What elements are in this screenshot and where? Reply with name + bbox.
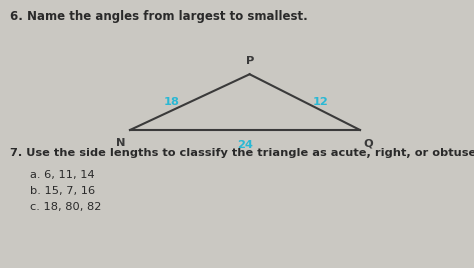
Text: b. 15, 7, 16: b. 15, 7, 16: [30, 186, 95, 196]
Text: P: P: [246, 56, 255, 66]
Text: a. 6, 11, 14: a. 6, 11, 14: [30, 170, 95, 180]
Text: Q: Q: [363, 138, 373, 148]
Text: 7. Use the side lengths to classify the triangle as acute, right, or obtuse.: 7. Use the side lengths to classify the …: [10, 148, 474, 158]
Text: c. 18, 80, 82: c. 18, 80, 82: [30, 202, 101, 212]
Text: 24: 24: [237, 140, 253, 150]
Text: 6. Name the angles from largest to smallest.: 6. Name the angles from largest to small…: [10, 10, 308, 23]
Text: N: N: [117, 138, 126, 148]
Text: 18: 18: [164, 97, 180, 107]
Text: 12: 12: [313, 97, 328, 107]
